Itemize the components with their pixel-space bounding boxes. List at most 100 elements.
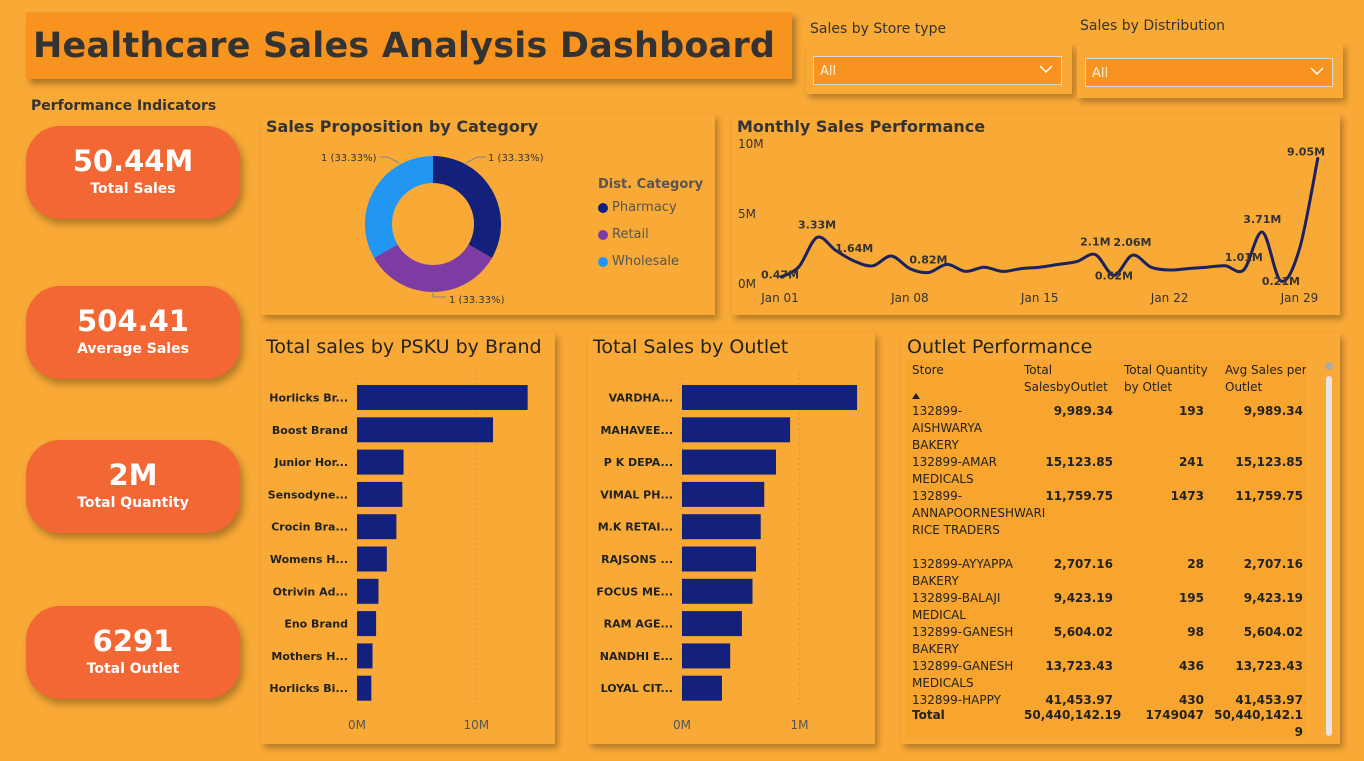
table-row[interactable]: 132899-GANESH BAKERY 5,604.02 98 5,604.02 [906,624,1306,658]
table-cell: 13,723.43 [1235,659,1303,673]
table-cell: 241 [1178,455,1204,469]
sales-line[interactable] [779,157,1320,283]
table-cell: 2,707.16 [1053,557,1113,571]
legend-label: Retail [612,227,649,242]
category-label: Womens H... [270,553,348,566]
table-cell: 13,723.43 [1045,659,1113,673]
slicer-store-type-dropdown[interactable]: All [813,56,1062,85]
kpi-average-sales: 504.41 Average Sales [26,286,240,379]
bar[interactable] [682,611,742,637]
table-cell: 11,759.75 [1235,489,1303,503]
x-tick-label: 0M [348,718,366,732]
x-tick-label: Jan 15 [1020,291,1059,305]
table-cell: 28 [1187,557,1204,571]
table-cell: 193 [1178,404,1204,418]
line-chart-title: Monthly Sales Performance [737,117,986,136]
bar[interactable] [682,417,791,443]
y-tick-label: 10M [738,137,764,151]
category-label: Crocin Bra... [271,521,348,534]
donut-slice-pharmacy[interactable] [433,156,501,258]
table-total-cell: Total [912,708,945,722]
kpi-label: Total Quantity [77,495,189,511]
table-row[interactable]: 132899-GANESH MEDICALS 13,723.43 436 13,723… [906,658,1306,692]
bar[interactable] [682,578,753,604]
legend-item-retail[interactable]: Retail [598,227,649,242]
table-row[interactable]: 132899-BALAJI MEDICAL 9,423.19 195 9,423.19 [906,590,1306,624]
bar[interactable] [357,481,403,507]
bar[interactable] [357,449,404,475]
table-cell: 5,604.02 [1053,625,1113,639]
legend-dot-icon [598,202,608,213]
bar[interactable] [682,514,761,540]
slicer-distribution-label: Sales by Distribution [1080,18,1226,34]
bar[interactable] [682,675,722,701]
category-label: LOYAL CIT... [601,682,673,695]
x-tick-label: 0M [673,718,691,732]
table-cell: 132899-HAPPY [912,693,1001,707]
slicer-store-type-label: Sales by Store type [810,21,947,37]
table-row[interactable]: 132899-ANNAPOORNESHWARI RICE TRADERS 11,7… [906,488,1306,556]
bar[interactable] [682,449,776,475]
donut-chart-title: Sales Proposition by Category [266,117,539,136]
x-tick-label: 1M [791,718,809,732]
bar[interactable] [357,578,379,604]
legend-dot-icon [598,229,608,240]
table-cell: 132899-ANNAPOORNESHWARI RICE TRADERS [912,489,1046,537]
table-scrollbar[interactable] [1322,360,1334,740]
outlet-table-title: Outlet Performance [907,336,1093,358]
bar[interactable] [357,417,494,443]
kpi-value: 6291 [92,624,174,658]
table-cell: 9,423.19 [1053,591,1113,605]
table-row[interactable]: 132899-AYYAPPA BAKERY 2,707.16 28 2,707.16 [906,556,1306,590]
bar[interactable] [682,481,765,507]
column-header-avg-sales[interactable]: Avg Sales per Outlet [1225,363,1306,394]
bar[interactable] [357,385,528,410]
category-label: Sensodyne... [268,488,348,501]
bar[interactable] [357,675,372,701]
x-tick-label: Jan 01 [760,291,799,305]
line-chart-panel [732,114,1340,315]
category-label: M.K RETAI... [598,521,673,534]
kpi-label: Total Outlet [86,661,180,677]
legend-item-pharmacy[interactable]: Pharmacy [598,200,677,215]
table-cell: 132899-AYYAPPA BAKERY [912,557,1014,588]
table-cell: 132899-GANESH BAKERY [912,625,1014,656]
data-label: 3.33M [798,218,836,231]
column-header-total-sales[interactable]: Total SalesbyOutlet [1024,363,1108,394]
outlet-bar-chart: 0M 1M VARDHA... MAHAVEE... P K DEPA... VIMAL … [596,373,858,732]
bar[interactable] [357,546,387,572]
chevron-down-icon [1310,67,1324,76]
kpi-value: 504.41 [77,304,189,338]
bar[interactable] [357,611,377,637]
bar[interactable] [682,643,731,669]
bar[interactable] [682,546,757,572]
outlet-table: Store Total SalesbyOutlet Total Quantity… [906,360,1306,740]
table-row[interactable]: 132899-HAPPY 41,453.97 430 41,453.97 [906,692,1306,709]
table-header: Store Total SalesbyOutlet Total Quantity… [906,360,1306,404]
category-label: Junior Hor... [274,456,349,469]
slicer-distribution-dropdown[interactable]: All [1085,58,1333,87]
category-label: Horlicks Br... [269,392,348,405]
bar[interactable] [357,514,397,540]
kpi-label: Average Sales [77,341,189,357]
sort-ascending-icon[interactable] [912,393,920,399]
column-header-store[interactable]: Store [912,363,944,377]
bar[interactable] [682,385,858,410]
legend-item-wholesale[interactable]: Wholesale [598,254,679,269]
table-row[interactable]: 132899-AISHWARYA BAKERY 9,989.34 193 9,989.… [906,403,1306,454]
column-header-total-quantity[interactable]: Total Quantity by Otlet [1124,363,1208,394]
slicer-distribution-value: All [1092,66,1109,81]
donut-slice-wholesale[interactable] [365,156,433,258]
data-label: 1.01M [1225,251,1263,264]
table-row[interactable]: 132899-AMAR MEDICALS 15,123.85 241 15,123.8… [906,454,1306,488]
bar[interactable] [357,643,373,669]
data-label: 3.71M [1243,213,1281,226]
donut-slice-retail[interactable] [374,244,492,293]
category-label: RAM AGE... [604,618,673,631]
table-cell: 11,759.75 [1045,489,1113,503]
legend-label: Wholesale [612,254,680,269]
data-label: 9.05M [1287,145,1325,158]
brand-bar-chart: 0M 10M Horlicks Br... Boost Brand Junior Hor… [268,373,528,732]
data-label: 2.06M [1113,236,1151,249]
data-label: 0.62M [1095,269,1133,282]
